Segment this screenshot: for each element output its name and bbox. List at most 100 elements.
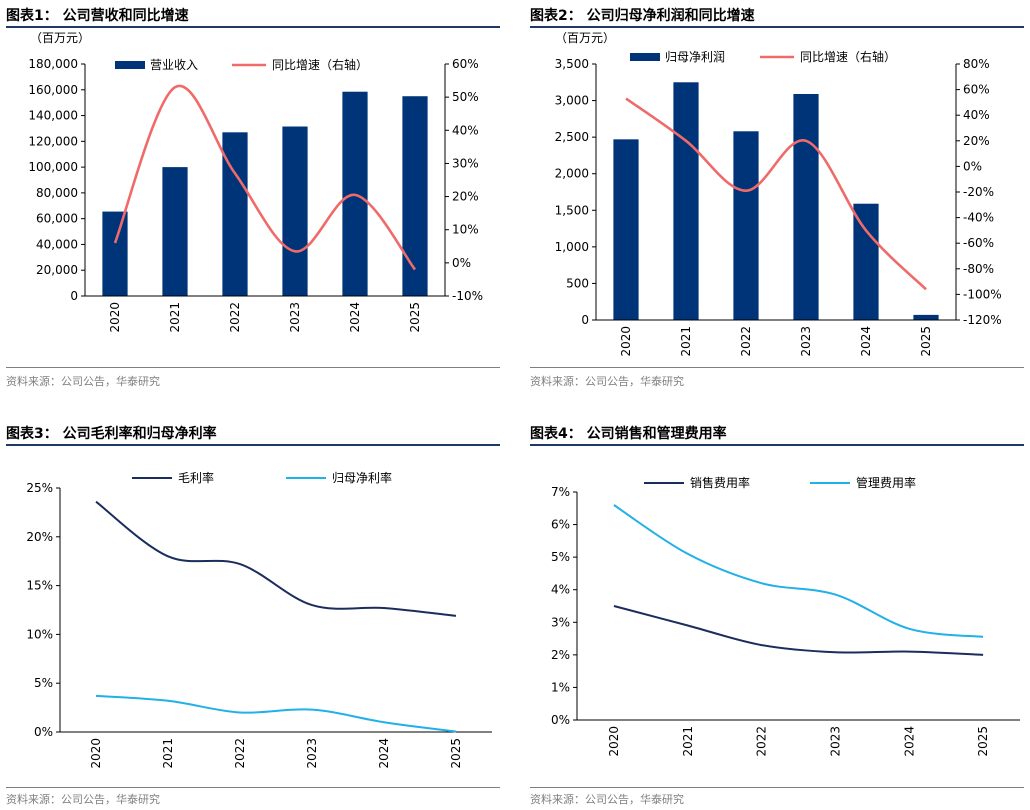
chart1-x-tick-label: 2024 bbox=[348, 302, 362, 333]
chart2-x-tick-label: 2025 bbox=[919, 326, 933, 357]
chart4-x-tick-label: 2020 bbox=[607, 726, 621, 757]
chart2-svg: （百万元） 0 500 1,000 1,500 2,000 2,500 3,000 3,500 -… bbox=[555, 31, 1002, 357]
chart2-y-right-tick-label: 20% bbox=[963, 134, 990, 148]
chart2-y-left-tick-label: 0 bbox=[581, 313, 589, 327]
chart1-bar bbox=[102, 211, 128, 296]
chart4-y-tick-label: 3% bbox=[551, 615, 570, 629]
chart2-bar bbox=[853, 203, 879, 320]
chart1-y-left-tick-label: 140,000 bbox=[28, 109, 78, 123]
chart1-x-tick-label: 2025 bbox=[408, 302, 422, 333]
chart3-svg: 0% 5% 10% 15% 20% 25% 2020 2021 2022 2023 2024 2025… bbox=[26, 470, 492, 769]
chart3-y-tick-label: 25% bbox=[26, 481, 53, 495]
chart4-y-tick-label: 4% bbox=[551, 583, 570, 597]
chart1-y-right-tick-label: 0% bbox=[452, 256, 471, 270]
chart2-x-tick-label: 2021 bbox=[679, 326, 693, 357]
chart1-y-left-tick-label: 80,000 bbox=[36, 186, 78, 200]
chart4-series-line-2 bbox=[613, 504, 984, 638]
chart1-y-left-tick-label: 60,000 bbox=[36, 212, 78, 226]
chart3-y-tick-label: 20% bbox=[26, 530, 53, 544]
chart1-title-rule bbox=[6, 26, 500, 28]
chart4-legend-label-2: 管理费用率 bbox=[856, 475, 916, 490]
chart4-x-tick-label: 2025 bbox=[976, 726, 990, 757]
chart2-y-right-tick-label: 60% bbox=[963, 83, 990, 97]
chart2-y-right-tick-label: -60% bbox=[963, 236, 994, 250]
chart4-x-tick-label: 2024 bbox=[902, 726, 916, 757]
chart2-legend-bar-swatch bbox=[630, 53, 660, 61]
chart2-y-left-tick-label: 3,000 bbox=[555, 94, 589, 108]
chart3-title: 图表3： 公司毛利率和归母净利率 bbox=[6, 426, 217, 442]
chart2-y-left-tick-label: 2,500 bbox=[555, 130, 589, 144]
chart1-y-right-tick-label: 10% bbox=[452, 223, 479, 237]
chart2-y-left-tick-label: 2,000 bbox=[555, 167, 589, 181]
chart3-x-tick-label: 2024 bbox=[377, 738, 391, 769]
chart1-y-right-tick-label: 60% bbox=[452, 57, 479, 71]
chart1-y-right-tick-label: 20% bbox=[452, 190, 479, 204]
chart4-y-tick-label: 2% bbox=[551, 648, 570, 662]
chart2-bar bbox=[673, 82, 699, 321]
chart4-x-tick-label: 2021 bbox=[681, 726, 695, 757]
chart2-y-right-tick-label: -120% bbox=[963, 313, 1002, 327]
chart1-x-tick-label: 2022 bbox=[228, 302, 242, 333]
chart1-y-right-tick-label: -10% bbox=[452, 289, 483, 303]
chart2-source-rule bbox=[530, 367, 1024, 368]
chart1-legend-bar-label: 营业收入 bbox=[150, 58, 198, 72]
chart2-x-tick-label: 2022 bbox=[739, 326, 753, 357]
chart1-x-tick-label: 2021 bbox=[168, 302, 182, 333]
chart1-bar bbox=[402, 96, 428, 296]
chart4-source: 资料来源：公司公告，华泰研究 bbox=[530, 793, 684, 806]
chart2-bar bbox=[913, 314, 939, 320]
chart1-source-rule bbox=[6, 367, 500, 368]
chart2-x-tick-label: 2020 bbox=[619, 326, 633, 357]
chart4-y-tick-label: 0% bbox=[551, 713, 570, 727]
chart1-bar bbox=[282, 126, 308, 296]
chart1-y-right-tick-label: 40% bbox=[452, 123, 479, 137]
chart1-y-left-tick-label: 160,000 bbox=[28, 83, 78, 97]
chart2-y-right-tick-label: 40% bbox=[963, 108, 990, 122]
chart3-title-rule bbox=[6, 444, 500, 446]
chart2-bar bbox=[793, 93, 819, 320]
chart2-y-left-tick-label: 1,000 bbox=[555, 240, 589, 254]
chart3-y-tick-label: 0% bbox=[34, 725, 53, 739]
chart2-y-right-tick-label: 0% bbox=[963, 159, 982, 173]
chart4-y-tick-label: 5% bbox=[551, 550, 570, 564]
chart1-y-left-tick-label: 100,000 bbox=[28, 160, 78, 174]
chart4-series-line-1 bbox=[613, 605, 984, 656]
chart2-legend-line-label: 同比增速（右轴） bbox=[800, 49, 896, 64]
chart1-bar bbox=[162, 167, 188, 296]
chart2-bar bbox=[733, 131, 759, 320]
chart4-title: 图表4： 公司销售和管理费用率 bbox=[530, 426, 727, 442]
chart3-y-tick-label: 5% bbox=[34, 676, 53, 690]
chart3-series-line-1 bbox=[95, 500, 457, 617]
chart4-y-tick-label: 6% bbox=[551, 518, 570, 532]
chart3-y-tick-label: 10% bbox=[26, 627, 53, 641]
chart1-y-left-tick-label: 20,000 bbox=[36, 263, 78, 277]
chart2-unit-label: （百万元） bbox=[555, 31, 615, 45]
chart3-source: 资料来源：公司公告，华泰研究 bbox=[6, 793, 160, 806]
chart4-x-tick-label: 2022 bbox=[755, 726, 769, 757]
chart1-legend-bar-swatch bbox=[115, 61, 145, 69]
chart3-source-rule bbox=[6, 787, 500, 788]
chart1-title: 图表1： 公司营收和同比增速 bbox=[6, 8, 189, 24]
chart1-source: 资料来源：公司公告，华泰研究 bbox=[6, 375, 160, 388]
chart2-y-left-tick-label: 3,500 bbox=[555, 57, 589, 71]
chart4-source-rule bbox=[530, 787, 1024, 788]
chart3-y-tick-label: 15% bbox=[26, 579, 53, 593]
chart1-growth-line bbox=[113, 84, 417, 271]
chart3-series-line-2 bbox=[95, 694, 457, 733]
chart1-y-left-tick-label: 180,000 bbox=[28, 57, 78, 71]
chart2-y-left-tick-label: 1,500 bbox=[555, 203, 589, 217]
chart3-x-tick-label: 2025 bbox=[449, 738, 463, 769]
chart4-legend-label-1: 销售费用率 bbox=[690, 475, 750, 490]
chart4-svg: 0% 1% 2% 3% 4% 5% 6% 7% 2020 2021 2022 2023 2024 2025… bbox=[551, 475, 1020, 757]
chart2-growth-line bbox=[625, 97, 927, 291]
chart2-y-right-tick-label: -40% bbox=[963, 211, 994, 225]
chart3-legend-label-2: 归母净利率 bbox=[332, 470, 392, 485]
chart2-x-tick-label: 2023 bbox=[799, 326, 813, 357]
chart4-x-tick-label: 2023 bbox=[828, 726, 842, 757]
chart3-x-tick-label: 2022 bbox=[233, 738, 247, 769]
chart2-y-right-tick-label: 80% bbox=[963, 57, 990, 71]
chart2-title: 图表2： 公司归母净利润和同比增速 bbox=[530, 8, 755, 24]
chart1-y-right-tick-label: 50% bbox=[452, 90, 479, 104]
chart2-source: 资料来源：公司公告，华泰研究 bbox=[530, 375, 684, 388]
chart1-y-right-tick-label: 30% bbox=[452, 156, 479, 170]
